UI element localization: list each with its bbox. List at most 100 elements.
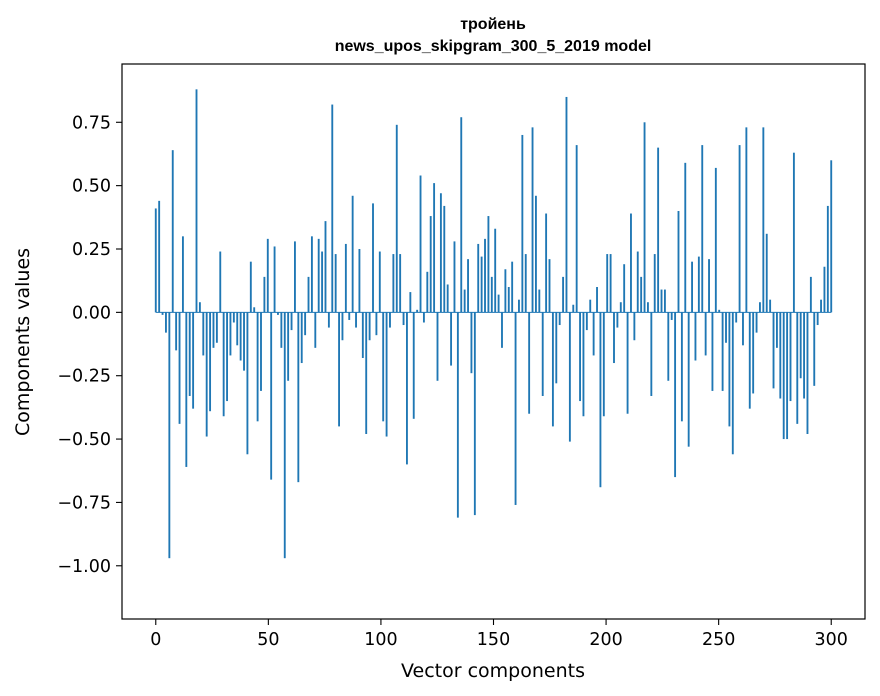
bar [694, 312, 697, 361]
bar [249, 261, 252, 313]
bar [653, 254, 656, 313]
bar [439, 193, 442, 313]
bar [222, 312, 225, 417]
bar [365, 312, 368, 434]
bar [792, 152, 795, 313]
bar [782, 312, 785, 440]
bar [606, 254, 609, 313]
bar [562, 276, 565, 313]
bar [477, 243, 480, 313]
bar [246, 312, 249, 455]
bar [769, 299, 772, 313]
bar [450, 312, 453, 366]
chart-subtitle: news_upos_skipgram_300_5_2019 model [335, 38, 652, 55]
bar [568, 312, 571, 442]
bar [789, 312, 792, 402]
bar [830, 160, 833, 313]
x-axis: 0 50 100 150 200 250 300 [150, 619, 848, 650]
x-tick-label: 150 [477, 630, 510, 650]
y-tick-label: −0.75 [57, 493, 111, 513]
bar [290, 312, 293, 331]
chart-title: тройень [460, 16, 526, 33]
x-tick-label: 250 [702, 630, 735, 650]
bar [307, 276, 310, 313]
y-axis: 0.75 0.50 0.25 0.00 −0.25 −0.50 −0.75 −1.00 [57, 113, 122, 577]
bar [752, 312, 755, 394]
bar [555, 312, 558, 384]
bar [202, 312, 205, 356]
bar [572, 304, 575, 313]
bar [297, 312, 300, 483]
bar [456, 312, 459, 518]
bar [348, 312, 351, 320]
bar [412, 312, 415, 419]
bar [650, 312, 653, 396]
bar [524, 254, 527, 313]
bar [215, 312, 218, 343]
bar [670, 312, 673, 320]
bar [341, 312, 344, 341]
bar [609, 254, 612, 313]
bar [277, 312, 279, 315]
bar [677, 210, 680, 313]
y-tick-label: −0.50 [57, 430, 111, 450]
bar [663, 289, 666, 313]
bar [708, 259, 710, 313]
bar [310, 236, 313, 313]
bar [422, 312, 425, 323]
bar [551, 312, 554, 427]
bar [300, 312, 303, 364]
bar [209, 312, 212, 412]
bar [344, 243, 347, 313]
bar [361, 312, 364, 358]
bar [820, 299, 822, 313]
bar [748, 312, 751, 409]
bar [446, 284, 449, 313]
y-tick-label: −1.00 [57, 557, 111, 577]
bar [755, 312, 758, 333]
bar [514, 312, 517, 505]
bar [327, 312, 330, 328]
bar [731, 312, 734, 455]
bar [473, 312, 476, 516]
x-tick-label: 50 [257, 630, 279, 650]
bar [287, 312, 290, 381]
bar [331, 104, 334, 313]
bar [704, 312, 707, 356]
bar [630, 213, 632, 313]
bar [585, 312, 588, 331]
bar [765, 233, 768, 313]
bar [507, 287, 510, 313]
bar [463, 289, 466, 313]
bar [372, 203, 374, 313]
bar [684, 162, 687, 313]
bar [728, 312, 731, 427]
x-tick-label: 100 [364, 630, 397, 650]
bar [613, 312, 615, 364]
bar [392, 254, 395, 313]
bar [158, 200, 161, 313]
y-tick-label: 0.75 [72, 113, 111, 133]
bar [426, 271, 429, 313]
bar [161, 312, 164, 315]
bar [416, 309, 419, 313]
bar [531, 127, 534, 313]
bar [229, 312, 232, 356]
bar [803, 312, 806, 399]
bar [579, 312, 581, 402]
bar [816, 312, 819, 326]
bar [419, 175, 422, 313]
bar [541, 312, 544, 396]
bar [511, 261, 514, 313]
bar [565, 96, 568, 313]
bar [280, 312, 283, 348]
bar [236, 312, 239, 346]
bar [205, 312, 208, 437]
bar [762, 127, 765, 313]
bar [185, 312, 188, 467]
bar [487, 216, 490, 313]
bar [501, 312, 503, 348]
bar [619, 302, 622, 313]
bar [657, 147, 660, 313]
bar [599, 312, 602, 488]
